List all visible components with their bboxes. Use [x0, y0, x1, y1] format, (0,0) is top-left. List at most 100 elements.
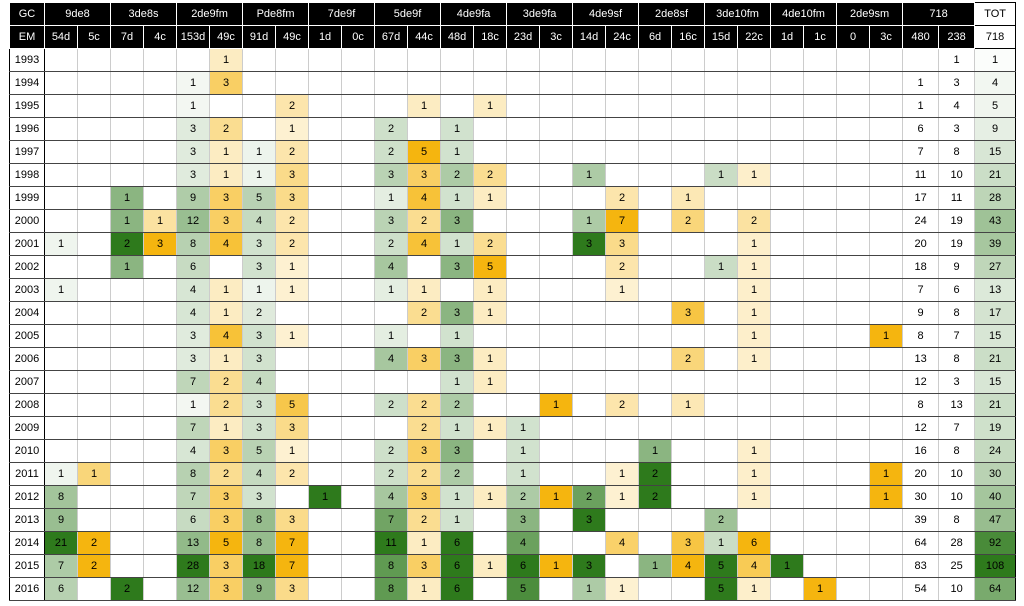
column-label: 4c [143, 25, 178, 49]
cell [704, 209, 739, 233]
cell: 1 [671, 393, 706, 417]
cell [572, 439, 607, 463]
cell [770, 209, 805, 233]
cell [539, 140, 574, 164]
data-row: 2007 7 2 4 1 1 12 3 15 [9, 370, 1017, 394]
cell: 2 [407, 416, 442, 440]
cell: 3 [242, 255, 277, 279]
cell: 1 [242, 140, 277, 164]
cell [605, 416, 640, 440]
cell: 43 [974, 209, 1017, 233]
cell [539, 324, 574, 348]
cell [572, 462, 607, 486]
cell [76, 301, 112, 325]
cell: 13 [902, 347, 940, 371]
cell [143, 554, 178, 578]
cell: 13 [938, 393, 976, 417]
cell [770, 347, 805, 371]
cell [605, 347, 640, 371]
year-label: 1993 [9, 48, 45, 72]
cell [110, 71, 145, 95]
cell [76, 278, 112, 302]
cell: 6 [440, 531, 475, 555]
cell [803, 48, 838, 72]
cell: 10 [938, 163, 976, 187]
cell: 3 [275, 163, 310, 187]
cell: 2 [506, 485, 541, 509]
cell: 8 [176, 462, 211, 486]
group-label: 2de8sf [638, 2, 706, 26]
group-label: 3de9fa [506, 2, 574, 26]
cell [737, 393, 772, 417]
data-row: 2004 4 1 2 2 3 1 3 1 9 8 17 [9, 301, 1017, 325]
cell [605, 48, 640, 72]
column-label: 153d [176, 25, 211, 49]
cell: 3 [440, 347, 475, 371]
cell [506, 393, 541, 417]
cell [44, 48, 78, 72]
cell [869, 232, 904, 256]
cell [770, 370, 805, 394]
column-label: 48d [440, 25, 475, 49]
cell: 3 [407, 347, 442, 371]
data-row: 2011 1 1 8 2 4 2 2 2 2 1 1 2 1 1 20 10 30 [9, 462, 1017, 486]
cell [638, 324, 673, 348]
year-label: 2013 [9, 508, 45, 532]
cell [671, 508, 706, 532]
column-label: 22c [737, 25, 772, 49]
group-label: 718 [902, 2, 976, 26]
cell: 3 [572, 232, 607, 256]
cell [76, 416, 112, 440]
cell: 20 [902, 462, 940, 486]
cell: 1 [506, 439, 541, 463]
cell: 1 [275, 439, 310, 463]
cell: 30 [902, 485, 940, 509]
cell: 1 [407, 94, 442, 118]
cell [44, 71, 78, 95]
cell [539, 163, 574, 187]
cell: 7 [374, 508, 409, 532]
cell: 1 [638, 439, 673, 463]
cell: 1 [440, 117, 475, 141]
cell [176, 48, 211, 72]
cell: 8 [938, 347, 976, 371]
cell [143, 117, 178, 141]
cell [671, 416, 706, 440]
cell [836, 439, 871, 463]
cell: 9 [938, 255, 976, 279]
cell: 3 [374, 209, 409, 233]
cell: 1 [938, 48, 976, 72]
cell: 8 [374, 554, 409, 578]
cell: 1 [110, 255, 145, 279]
cell [506, 94, 541, 118]
cell: 1 [209, 163, 244, 187]
cell: 21 [974, 393, 1017, 417]
cell [473, 462, 508, 486]
cell [836, 163, 871, 187]
cell: 18 [902, 255, 940, 279]
cell [506, 140, 541, 164]
cell [836, 278, 871, 302]
cell: 1 [869, 485, 904, 509]
cell [209, 255, 244, 279]
cell: 12 [176, 209, 211, 233]
cell [506, 163, 541, 187]
cell [308, 48, 343, 72]
cell: 5 [242, 186, 277, 210]
cell [638, 301, 673, 325]
cell: 5 [473, 255, 508, 279]
cell [869, 94, 904, 118]
cell [308, 301, 343, 325]
cell: 3 [671, 531, 706, 555]
cell [869, 163, 904, 187]
cell [572, 301, 607, 325]
cell: 5 [407, 140, 442, 164]
cell: 3 [209, 439, 244, 463]
cell [770, 278, 805, 302]
cell: 3 [605, 232, 640, 256]
cell [572, 278, 607, 302]
cell: 3 [275, 577, 310, 601]
cell [506, 186, 541, 210]
cell: 1 [407, 278, 442, 302]
cell [737, 48, 772, 72]
